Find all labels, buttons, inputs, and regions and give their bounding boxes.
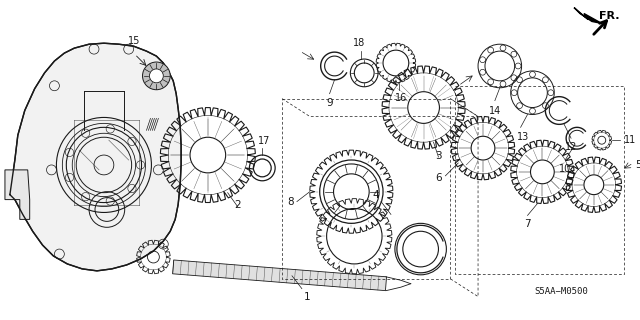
Text: 12: 12 xyxy=(565,142,577,152)
Text: 18: 18 xyxy=(353,38,365,48)
Text: 9: 9 xyxy=(326,98,333,108)
Polygon shape xyxy=(173,260,387,291)
Text: 3: 3 xyxy=(435,151,442,161)
Text: 15: 15 xyxy=(129,36,141,46)
Text: 11: 11 xyxy=(623,135,636,145)
Polygon shape xyxy=(574,8,602,23)
Text: FR.: FR. xyxy=(599,12,620,21)
Polygon shape xyxy=(5,170,29,220)
Text: 14: 14 xyxy=(489,106,501,116)
Text: 1: 1 xyxy=(303,292,310,302)
Text: 4: 4 xyxy=(372,189,380,200)
Text: 8: 8 xyxy=(287,196,294,207)
Text: 10: 10 xyxy=(559,164,572,174)
Text: 16: 16 xyxy=(395,93,407,103)
Text: 7: 7 xyxy=(524,220,531,229)
Text: 13: 13 xyxy=(516,132,529,142)
Text: 2: 2 xyxy=(234,200,241,211)
Text: 6: 6 xyxy=(435,173,442,183)
Circle shape xyxy=(143,62,170,90)
Polygon shape xyxy=(10,43,181,271)
Text: 5: 5 xyxy=(636,160,640,170)
Text: S5AA−M0500: S5AA−M0500 xyxy=(534,287,588,296)
Text: 17: 17 xyxy=(258,136,271,146)
Circle shape xyxy=(150,69,163,83)
